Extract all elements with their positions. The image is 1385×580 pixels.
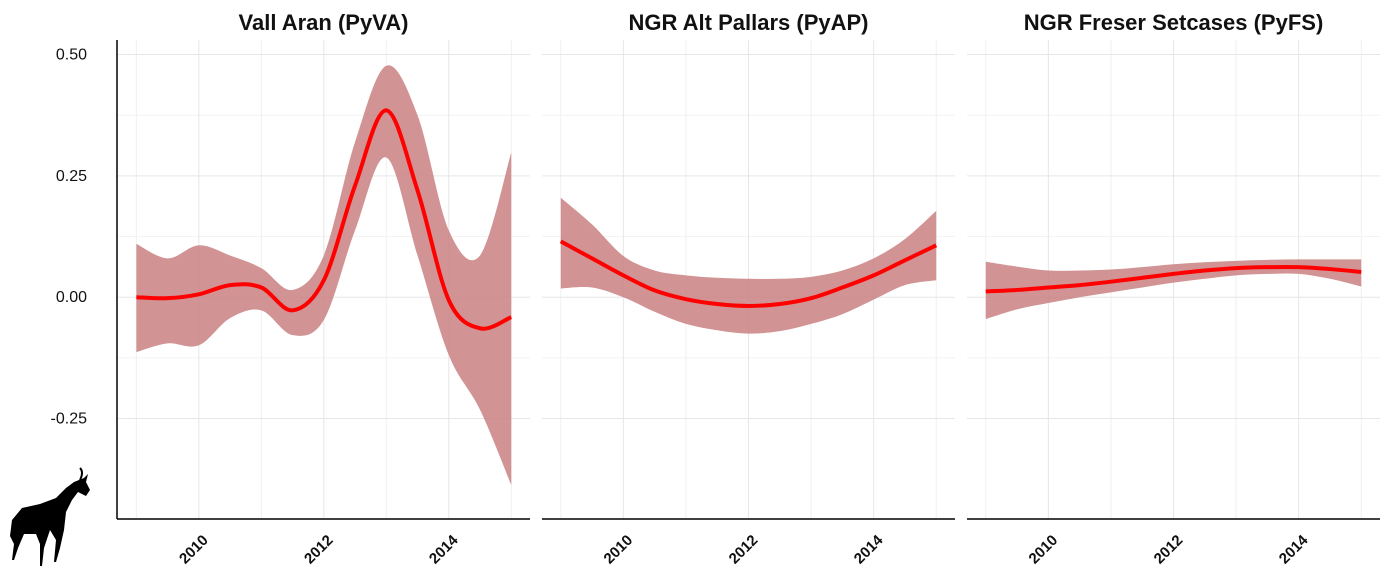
y-tick-label: 0.50: [56, 47, 87, 64]
chart: Vall Aran (PyVA) 2010 2012 2014 -0.25 0.00 0.2…: [0, 0, 1385, 575]
y-tick-label: 0.00: [56, 289, 87, 306]
x-tick-label: 2010: [176, 532, 212, 568]
chamois-horn: [80, 468, 82, 480]
panel-title: NGR Freser Setcases (PyFS): [1024, 10, 1324, 35]
panel-title: Vall Aran (PyVA): [239, 10, 409, 35]
y-tick-label: -0.25: [51, 411, 88, 428]
chamois-icon: [10, 468, 90, 566]
y-tick-label: 0.25: [56, 168, 87, 185]
x-tick-label: 2014: [1276, 531, 1312, 567]
x-tick-label: 2012: [301, 532, 337, 568]
x-tick-label: 2010: [601, 532, 637, 568]
x-tick-label: 2014: [426, 531, 462, 567]
x-tick-label: 2010: [1026, 532, 1062, 568]
x-tick-label: 2012: [1151, 532, 1187, 568]
chamois-silhouette: [10, 474, 90, 566]
x-tick-label: 2012: [726, 532, 762, 568]
panel-title: NGR Alt Pallars (PyAP): [628, 10, 868, 35]
x-tick-label: 2014: [851, 531, 887, 567]
